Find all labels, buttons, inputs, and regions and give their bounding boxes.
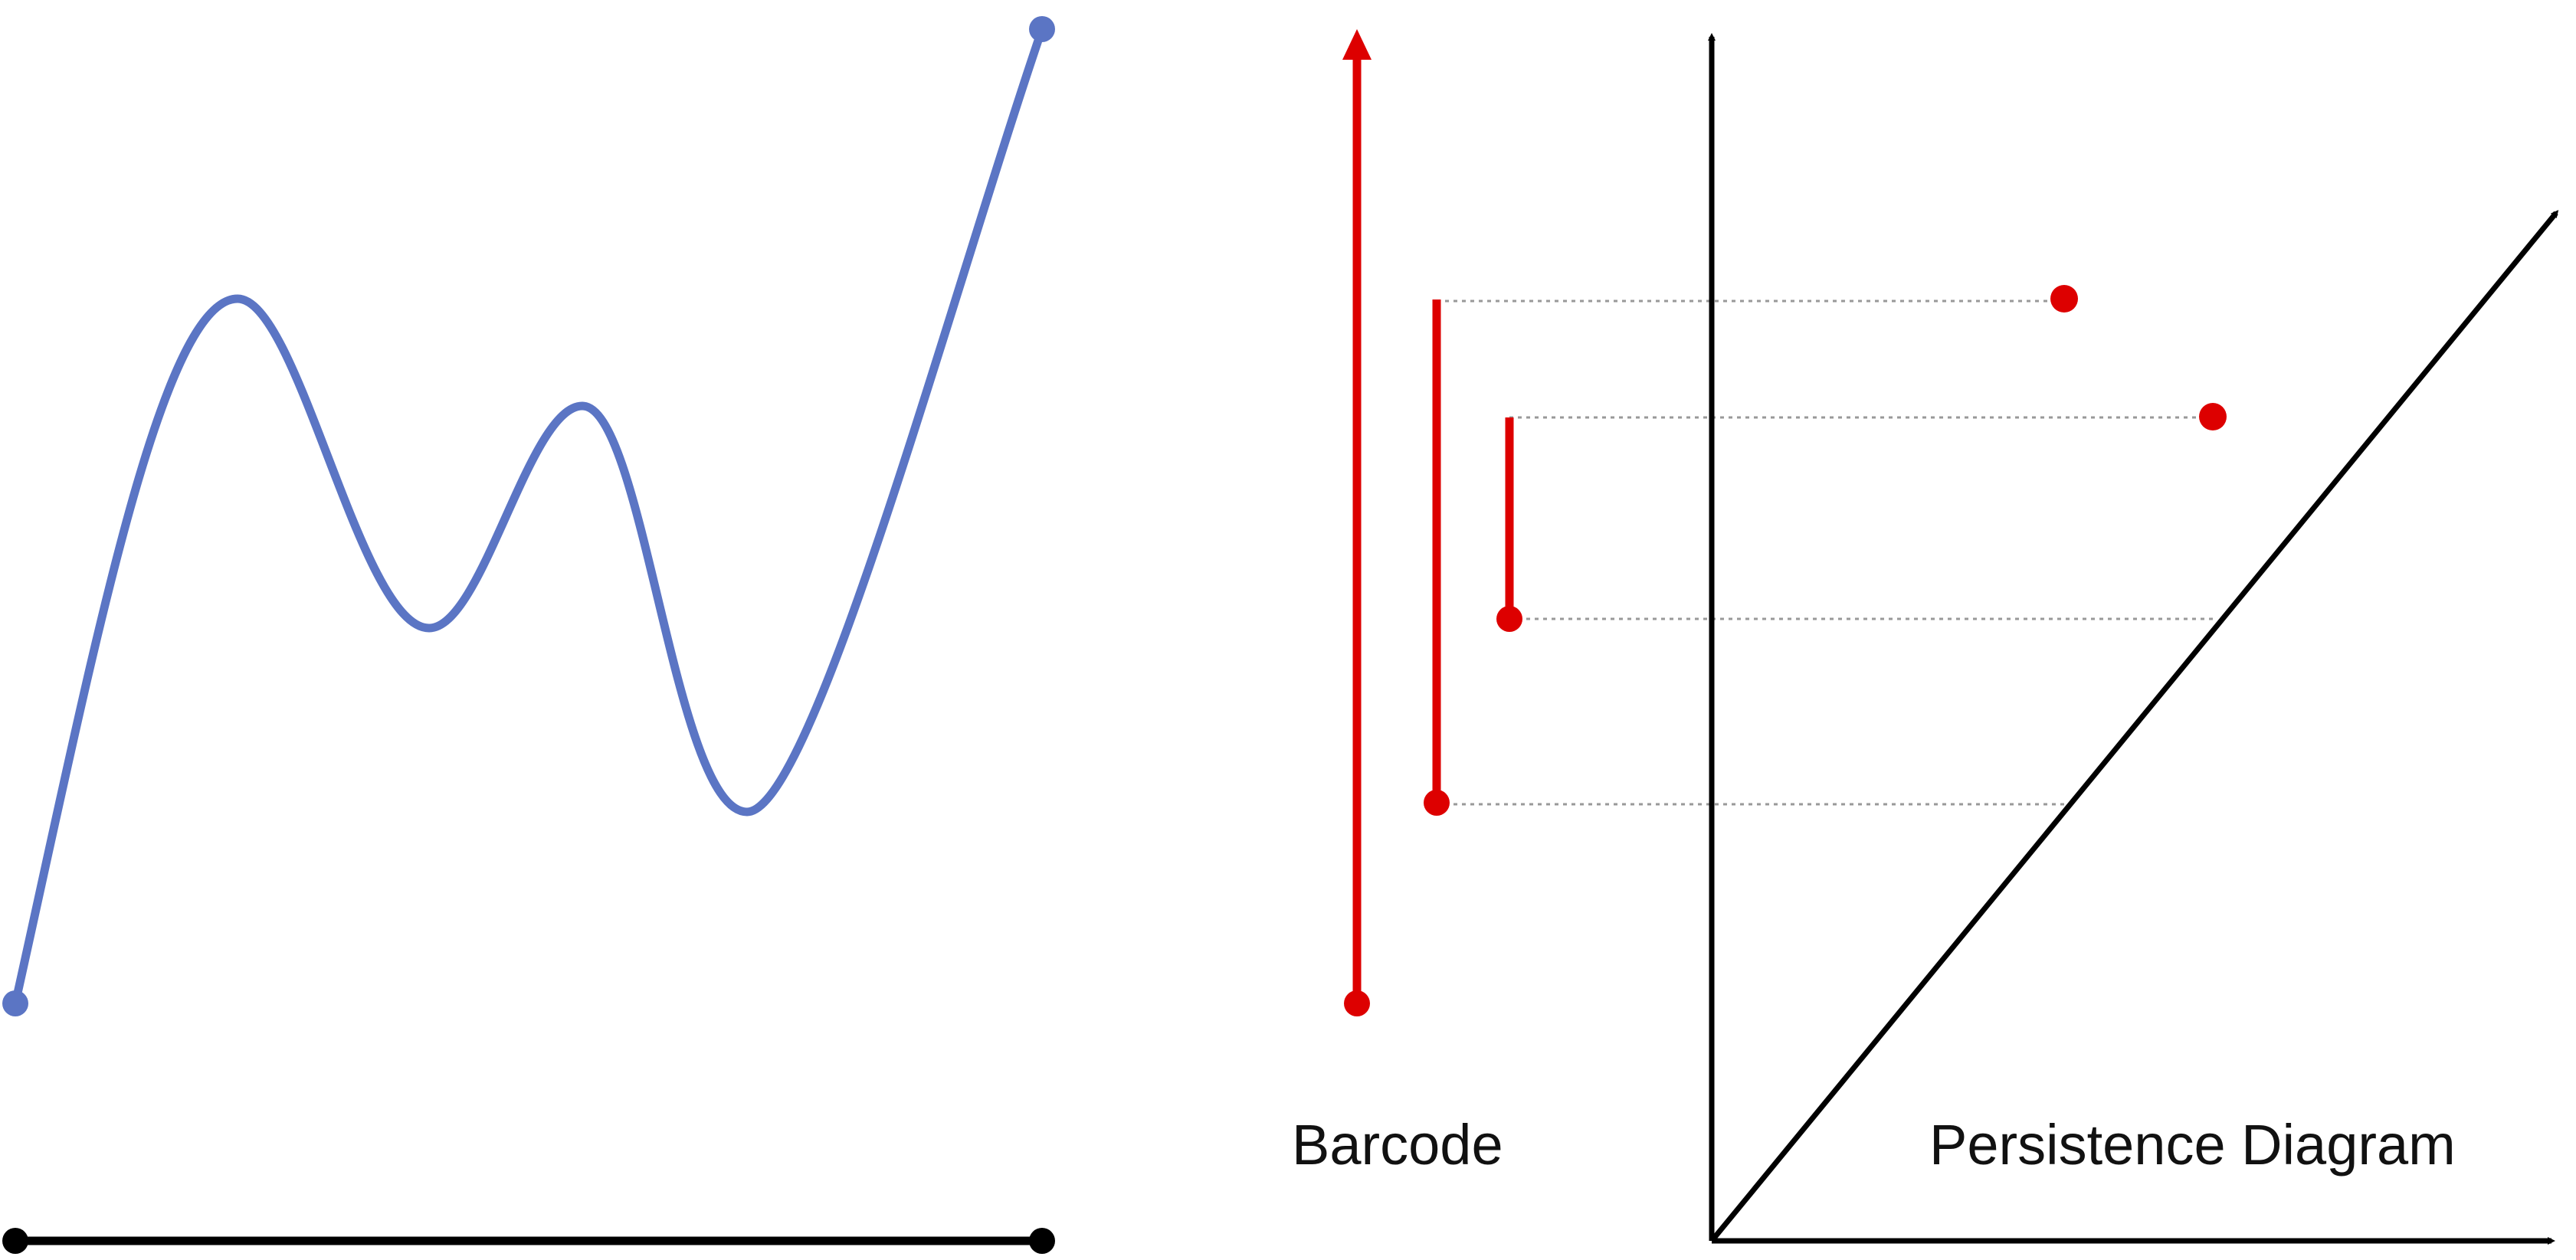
- pd-point-long: [2050, 285, 2078, 313]
- barcode-label: Barcode: [1292, 1113, 1503, 1177]
- curve-start-point: [2, 990, 28, 1016]
- curve-end-point: [1029, 16, 1055, 42]
- function-curve: [11, 25, 1047, 1008]
- pd-diagonal: [1709, 210, 2559, 1243]
- function-graph: [2, 16, 1055, 1016]
- barcode-bar-short-birth: [1496, 606, 1522, 632]
- pd-point-short: [2199, 403, 2227, 430]
- guide-lines: [1437, 299, 2213, 806]
- persistence-diagram: Persistence Diagram: [1708, 33, 2559, 1245]
- barcode-bar-infinite-birth: [1344, 990, 1370, 1016]
- barcode: Barcode: [1292, 29, 1522, 1177]
- persistence-diagram-label: Persistence Diagram: [1929, 1113, 2456, 1177]
- domain-right-endpoint: [1029, 1228, 1055, 1254]
- barcode-infinite-arrow-icon: [1342, 29, 1372, 60]
- domain-left-endpoint: [2, 1228, 28, 1254]
- barcode-bar-long-birth: [1424, 790, 1450, 816]
- domain-interval: [2, 1228, 1055, 1254]
